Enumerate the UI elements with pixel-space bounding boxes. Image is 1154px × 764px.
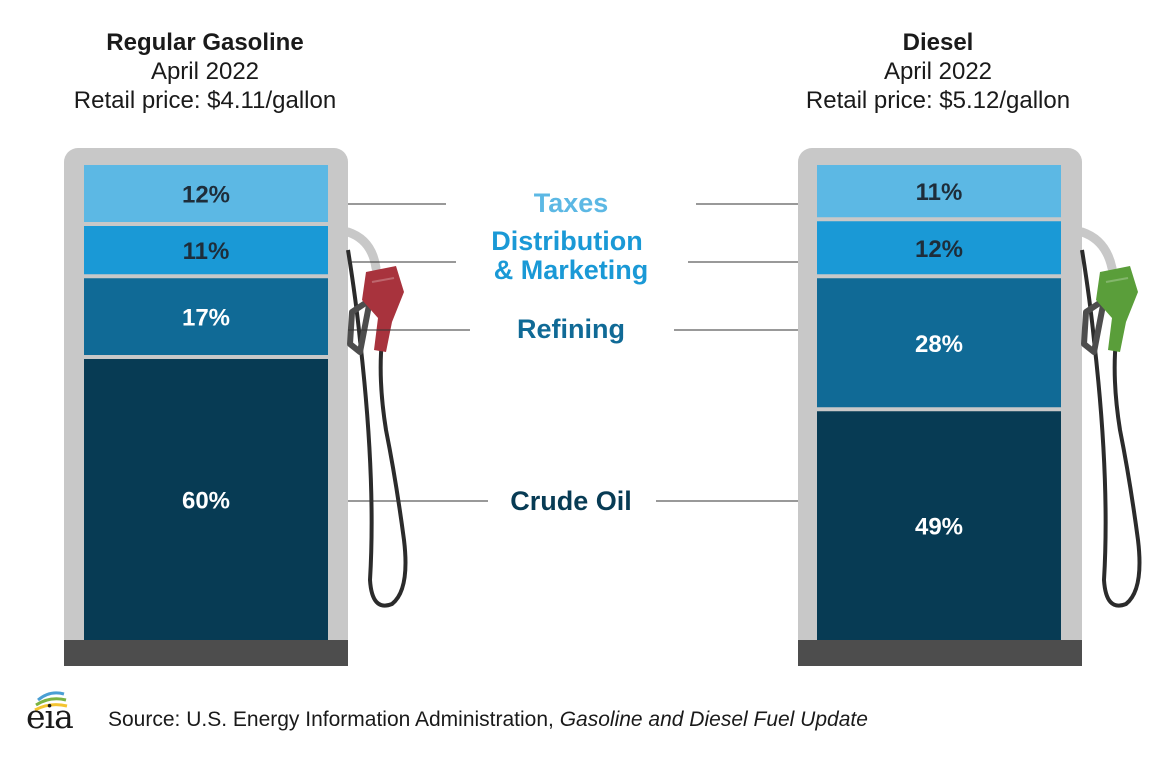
source-note: Source: U.S. Energy Information Administ… xyxy=(108,708,868,732)
diesel-label-taxes: 11% xyxy=(916,179,963,206)
diesel-price: Retail price: $5.12/gallon xyxy=(805,87,1071,114)
gasoline-label-refining: 17% xyxy=(182,305,230,332)
gasoline-label-distribution-marketing: 11% xyxy=(183,238,230,265)
diesel-nozzle-icon xyxy=(1077,227,1142,608)
diesel-segment-crude-oil xyxy=(817,411,1061,640)
diesel-period: April 2022 xyxy=(883,58,993,85)
gasoline-segments: 60% 17% 11% 12% xyxy=(84,165,328,640)
diesel-segment-refining xyxy=(817,278,1061,408)
legend-crude-oil: Crude Oil xyxy=(510,486,632,516)
diesel-nozzle-handle xyxy=(1096,266,1138,352)
diesel-segments: 49% 28% 12% 11% xyxy=(817,165,1061,640)
gasoline-pump-base xyxy=(64,640,348,666)
gasoline-nozzle-handle xyxy=(362,266,404,352)
gasoline-header: Regular Gasoline April 2022 Retail price… xyxy=(40,28,370,115)
diesel-label-refining: 28% xyxy=(915,331,963,358)
diesel-pump-base xyxy=(798,640,1082,666)
gasoline-segment-crude-oil xyxy=(84,359,328,640)
fuel-price-chart: 60% 17% 11% 12% 49% 28% 12% 11% Taxes Distribu… xyxy=(64,148,1142,666)
gasoline-period: April 2022 xyxy=(150,58,260,85)
legend-connectors xyxy=(348,203,798,502)
legend-marketing: & Marketing xyxy=(494,255,649,285)
gasoline-segment-distribution-marketing xyxy=(84,226,328,275)
diesel-segment-distribution-marketing xyxy=(817,221,1061,275)
diesel-segment-taxes xyxy=(817,165,1061,218)
legend-refining: Refining xyxy=(517,314,625,344)
gasoline-label-crude-oil: 60% xyxy=(182,488,230,515)
gasoline-price: Retail price: $4.11/gallon xyxy=(73,87,337,114)
gasoline-segment-refining xyxy=(84,278,328,355)
diesel-header: Diesel April 2022 Retail price: $5.12/ga… xyxy=(768,28,1108,115)
legend-distribution: Distribution xyxy=(491,226,642,256)
gasoline-title: Regular Gasoline xyxy=(106,29,304,56)
source-title: Gasoline and Diesel Fuel Update xyxy=(559,708,868,731)
gasoline-nozzle-icon xyxy=(343,227,408,608)
eia-logo-icon xyxy=(34,691,68,712)
gasoline-label-taxes: 12% xyxy=(182,182,230,209)
legend-taxes: Taxes xyxy=(534,188,609,218)
eia-logo-text: eia xyxy=(26,697,74,736)
diesel-title: Diesel xyxy=(902,29,974,56)
gasoline-segment-taxes xyxy=(84,165,328,222)
diesel-label-crude-oil: 49% xyxy=(915,514,963,541)
diesel-label-distribution-marketing: 12% xyxy=(915,236,963,263)
source-prefix: Source: U.S. Energy Information Administ… xyxy=(108,708,560,731)
